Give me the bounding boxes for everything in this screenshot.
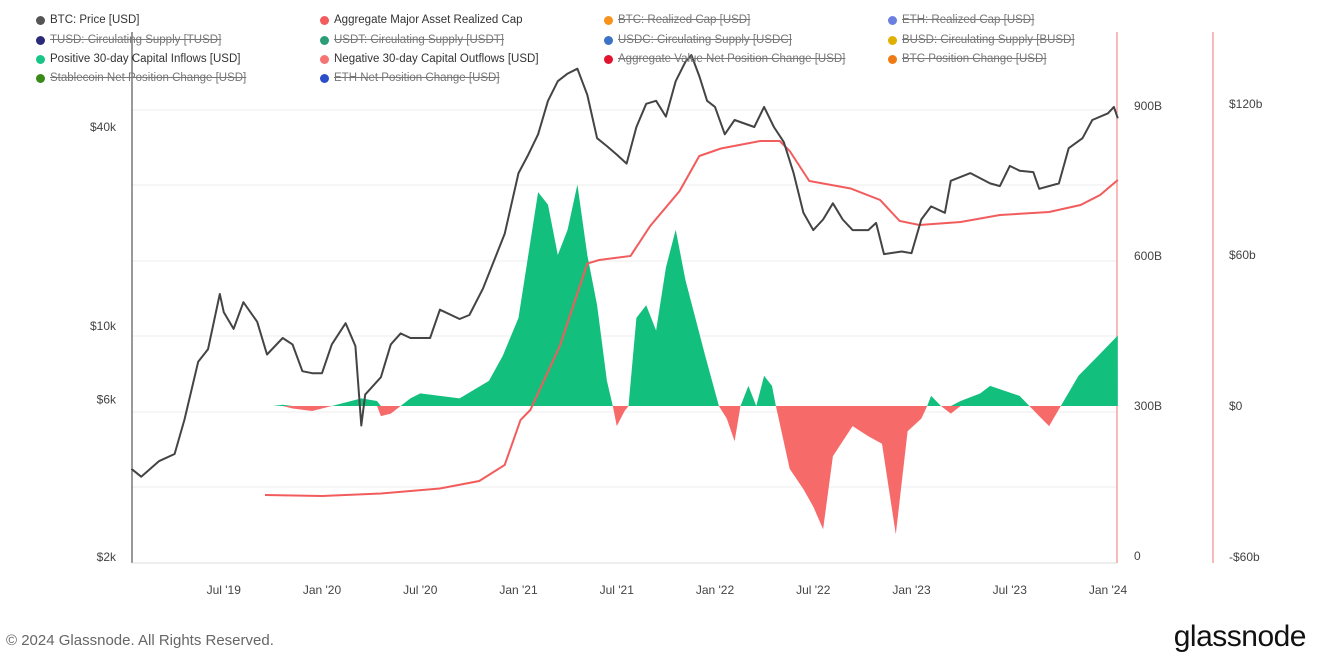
legend-item[interactable]: BTC: Price [USD]: [36, 14, 139, 26]
legend-item[interactable]: USDT: Circulating Supply [USDT]: [320, 34, 504, 46]
legend-item[interactable]: Negative 30-day Capital Outflows [USD]: [320, 53, 539, 65]
y-tick-label-realized-cap: 0: [1134, 549, 1141, 563]
legend-item[interactable]: BTC: Realized Cap [USD]: [604, 14, 750, 26]
y-tick-label-price: $10k: [90, 319, 117, 333]
legend-dot-icon: [604, 54, 613, 64]
legend-item[interactable]: Stablecoin Net Position Change [USD]: [36, 72, 246, 84]
legend-dot-icon: [320, 35, 329, 45]
y-tick-label-flows: $60b: [1229, 248, 1256, 262]
legend-label: Negative 30-day Capital Outflows [USD]: [334, 53, 539, 65]
legend-dot-icon: [36, 73, 45, 83]
legend-dot-icon: [36, 15, 45, 25]
x-tick-label: Jul '22: [796, 583, 831, 597]
x-tick-label: Jan '23: [892, 583, 931, 597]
legend-item[interactable]: USDC: Circulating Supply [USDC]: [604, 34, 792, 46]
legend-label: USDT: Circulating Supply [USDT]: [334, 34, 504, 46]
legend-item[interactable]: TUSD: Circulating Supply [TUSD]: [36, 34, 221, 46]
btc-price-line: [130, 54, 1119, 478]
y-tick-label-price: $40k: [90, 120, 117, 134]
x-tick-label: Jan '21: [499, 583, 538, 597]
legend-label: BTC: Realized Cap [USD]: [618, 14, 751, 26]
realized-cap-line: [264, 140, 1119, 498]
legend-dot-icon: [888, 35, 897, 45]
legend-dot-icon: [320, 73, 329, 83]
legend-label: TUSD: Circulating Supply [TUSD]: [50, 34, 222, 46]
legend-dot-icon: [604, 35, 613, 45]
legend-dot-icon: [320, 54, 329, 64]
y-tick-label-price: $2k: [97, 550, 117, 564]
legend-label: BTC: Price [USD]: [50, 14, 140, 26]
y-tick-label-flows: $0: [1229, 399, 1243, 413]
y-tick-label-flows: $120b: [1229, 97, 1263, 111]
x-tick-label: Jan '20: [303, 583, 342, 597]
y-tick-label-realized-cap: 300B: [1134, 399, 1162, 413]
legend-label: Aggregate Value Net Position Change [USD…: [618, 53, 846, 65]
legend-label: BUSD: Circulating Supply [BUSD]: [902, 34, 1075, 46]
negative-outflows-area: [272, 406, 1118, 535]
legend-label: USDC: Circulating Supply [USDC]: [618, 34, 792, 46]
legend-dot-icon: [36, 35, 45, 45]
legend-item[interactable]: Positive 30-day Capital Inflows [USD]: [36, 53, 240, 65]
legend-label: ETH: Realized Cap [USD]: [902, 14, 1035, 26]
x-tick-label: Jul '21: [600, 583, 635, 597]
legend-item[interactable]: BUSD: Circulating Supply [BUSD]: [888, 34, 1075, 46]
legend-label: Stablecoin Net Position Change [USD]: [50, 72, 247, 84]
y-tick-label-flows: -$60b: [1229, 550, 1260, 564]
legend-dot-icon: [604, 15, 613, 25]
legend-label: BTC Position Change [USD]: [902, 53, 1047, 65]
legend-dot-icon: [888, 54, 897, 64]
legend-dot-icon: [320, 15, 329, 25]
legend-dot-icon: [888, 15, 897, 25]
x-tick-label: Jul '19: [207, 583, 242, 597]
legend-dot-icon: [36, 54, 45, 64]
x-tick-label: Jan '24: [1089, 583, 1128, 597]
x-tick-label: Jul '20: [403, 583, 438, 597]
x-tick-label: Jan '22: [696, 583, 735, 597]
legend-label: Aggregate Major Asset Realized Cap: [334, 14, 523, 26]
positive-inflows-area: [272, 184, 1118, 406]
legend-item[interactable]: Aggregate Major Asset Realized Cap: [320, 14, 523, 26]
legend-label: Positive 30-day Capital Inflows [USD]: [50, 53, 241, 65]
y-tick-label-realized-cap: 600B: [1134, 249, 1162, 263]
legend-item[interactable]: ETH: Realized Cap [USD]: [888, 14, 1034, 26]
legend-item[interactable]: Aggregate Value Net Position Change [USD…: [604, 53, 845, 65]
legend-item[interactable]: ETH Net Position Change [USD]: [320, 72, 500, 84]
x-tick-label: Jul '23: [993, 583, 1028, 597]
legend-item[interactable]: BTC Position Change [USD]: [888, 53, 1046, 65]
glassnode-logo: glassnode: [1173, 620, 1307, 653]
copyright-text: © 2024 Glassnode. All Rights Reserved.: [6, 632, 274, 649]
y-tick-label-price: $6k: [97, 392, 117, 406]
y-tick-label-realized-cap: 900B: [1134, 99, 1162, 113]
legend-label: ETH Net Position Change [USD]: [334, 72, 500, 84]
